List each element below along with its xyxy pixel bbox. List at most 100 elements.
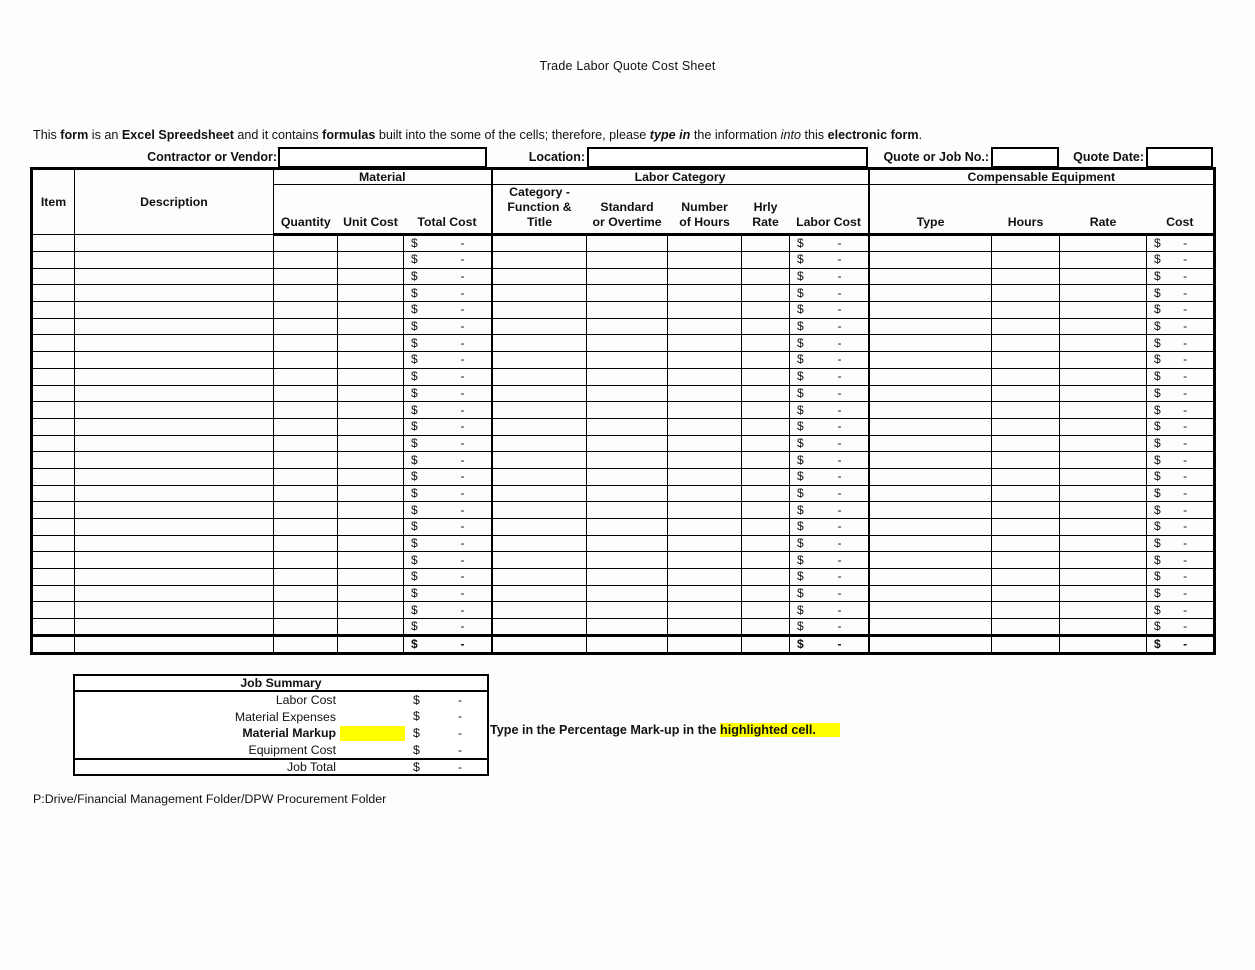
cell-quantity[interactable] — [273, 518, 338, 536]
cell-number-hours[interactable] — [667, 534, 743, 553]
cell-description[interactable] — [74, 301, 274, 319]
cell-quantity[interactable] — [273, 267, 338, 286]
cell-type[interactable] — [867, 317, 993, 336]
cell-type[interactable] — [867, 534, 993, 553]
cell-number-hours[interactable] — [667, 401, 743, 419]
cell-description[interactable] — [74, 367, 274, 386]
cell-hrly-rate[interactable] — [741, 534, 791, 553]
cell-number-hours[interactable] — [667, 234, 743, 252]
cell-category[interactable] — [490, 584, 588, 603]
cell-number-hours[interactable] — [667, 334, 743, 353]
cell-quantity[interactable] — [273, 568, 338, 586]
cell-rate[interactable] — [1059, 301, 1148, 319]
cell-unit-cost[interactable] — [337, 317, 404, 336]
cell-number-hours[interactable] — [667, 501, 743, 519]
cell-description[interactable] — [74, 451, 274, 469]
cell-rate[interactable] — [1059, 284, 1148, 303]
cell-item[interactable] — [31, 301, 75, 319]
cell-item[interactable] — [31, 584, 75, 603]
cell-quantity[interactable] — [273, 551, 338, 570]
cell-unit-cost[interactable] — [337, 234, 404, 252]
cell-description[interactable] — [74, 518, 274, 536]
cell-unit-cost[interactable] — [337, 518, 404, 536]
cell-category[interactable] — [490, 401, 588, 419]
cell-category[interactable] — [490, 551, 588, 570]
cell-hrly-rate[interactable] — [741, 584, 791, 603]
cell-unit-cost[interactable] — [337, 384, 404, 403]
quote-date-input[interactable] — [1146, 147, 1213, 168]
cell-item[interactable] — [31, 334, 75, 353]
cell-category[interactable] — [490, 284, 588, 303]
cell-item[interactable] — [31, 401, 75, 419]
cell-hours[interactable] — [991, 451, 1061, 469]
cell-type[interactable] — [867, 451, 993, 469]
cell-number-hours[interactable] — [667, 518, 743, 536]
cell-standard-overtime[interactable] — [586, 551, 669, 570]
cell-unit-cost[interactable] — [337, 334, 404, 353]
cell-standard-overtime[interactable] — [586, 417, 669, 436]
cell-hours[interactable] — [991, 534, 1061, 553]
cell-unit-cost[interactable] — [337, 351, 404, 369]
markup-input-cell[interactable] — [340, 725, 405, 741]
cell-unit-cost[interactable] — [337, 267, 404, 286]
cell-item[interactable] — [31, 284, 75, 303]
cell-standard-overtime[interactable] — [586, 618, 669, 637]
cell-quantity[interactable] — [273, 584, 338, 603]
cell-unit-cost[interactable] — [337, 451, 404, 469]
cell-hours[interactable] — [991, 234, 1061, 252]
cell-rate[interactable] — [1059, 267, 1148, 286]
cell-description[interactable] — [74, 317, 274, 336]
cell-description[interactable] — [74, 351, 274, 369]
cell-rate[interactable] — [1059, 367, 1148, 386]
cell-rate[interactable] — [1059, 518, 1148, 536]
cell-category[interactable] — [490, 267, 588, 286]
cell-standard-overtime[interactable] — [586, 534, 669, 553]
cell-rate[interactable] — [1059, 584, 1148, 603]
cell-type[interactable] — [867, 234, 993, 252]
cell-rate[interactable] — [1059, 467, 1148, 486]
cell-hrly-rate[interactable] — [741, 267, 791, 286]
cell-item[interactable] — [31, 551, 75, 570]
cell-unit-cost[interactable] — [337, 251, 404, 269]
cell-category[interactable] — [490, 317, 588, 336]
cell-unit-cost[interactable] — [337, 534, 404, 553]
cell-hours[interactable] — [991, 551, 1061, 570]
cell-rate[interactable] — [1059, 251, 1148, 269]
cell-hrly-rate[interactable] — [741, 284, 791, 303]
cell-rate[interactable] — [1059, 551, 1148, 570]
cell-unit-cost[interactable] — [337, 467, 404, 486]
cell-description[interactable] — [74, 618, 274, 637]
cell-rate[interactable] — [1059, 434, 1148, 453]
cell-rate[interactable] — [1059, 401, 1148, 419]
cell-hours[interactable] — [991, 501, 1061, 519]
cell-item[interactable] — [31, 434, 75, 453]
cell-quantity[interactable] — [273, 534, 338, 553]
cell-unit-cost[interactable] — [337, 584, 404, 603]
cell-item[interactable] — [31, 317, 75, 336]
cell-description[interactable] — [74, 384, 274, 403]
cell-type[interactable] — [867, 351, 993, 369]
cell-item[interactable] — [31, 568, 75, 586]
cell-type[interactable] — [867, 568, 993, 586]
cell-category[interactable] — [490, 618, 588, 637]
cell-description[interactable] — [74, 417, 274, 436]
cell-hrly-rate[interactable] — [741, 351, 791, 369]
cell-rate[interactable] — [1059, 384, 1148, 403]
cell-standard-overtime[interactable] — [586, 334, 669, 353]
cell-rate[interactable] — [1059, 618, 1148, 637]
cell-unit-cost[interactable] — [337, 434, 404, 453]
cell-type[interactable] — [867, 367, 993, 386]
cell-quantity[interactable] — [273, 251, 338, 269]
cell-hours[interactable] — [991, 618, 1061, 637]
cell-hours[interactable] — [991, 401, 1061, 419]
cell-hrly-rate[interactable] — [741, 467, 791, 486]
cell-item[interactable] — [31, 234, 75, 252]
cell-category[interactable] — [490, 484, 588, 503]
cell-rate[interactable] — [1059, 501, 1148, 519]
cell-standard-overtime[interactable] — [586, 251, 669, 269]
cell-type[interactable] — [867, 267, 993, 286]
cell-standard-overtime[interactable] — [586, 401, 669, 419]
cell-number-hours[interactable] — [667, 434, 743, 453]
cell-item[interactable] — [31, 618, 75, 637]
cell-category[interactable] — [490, 568, 588, 586]
